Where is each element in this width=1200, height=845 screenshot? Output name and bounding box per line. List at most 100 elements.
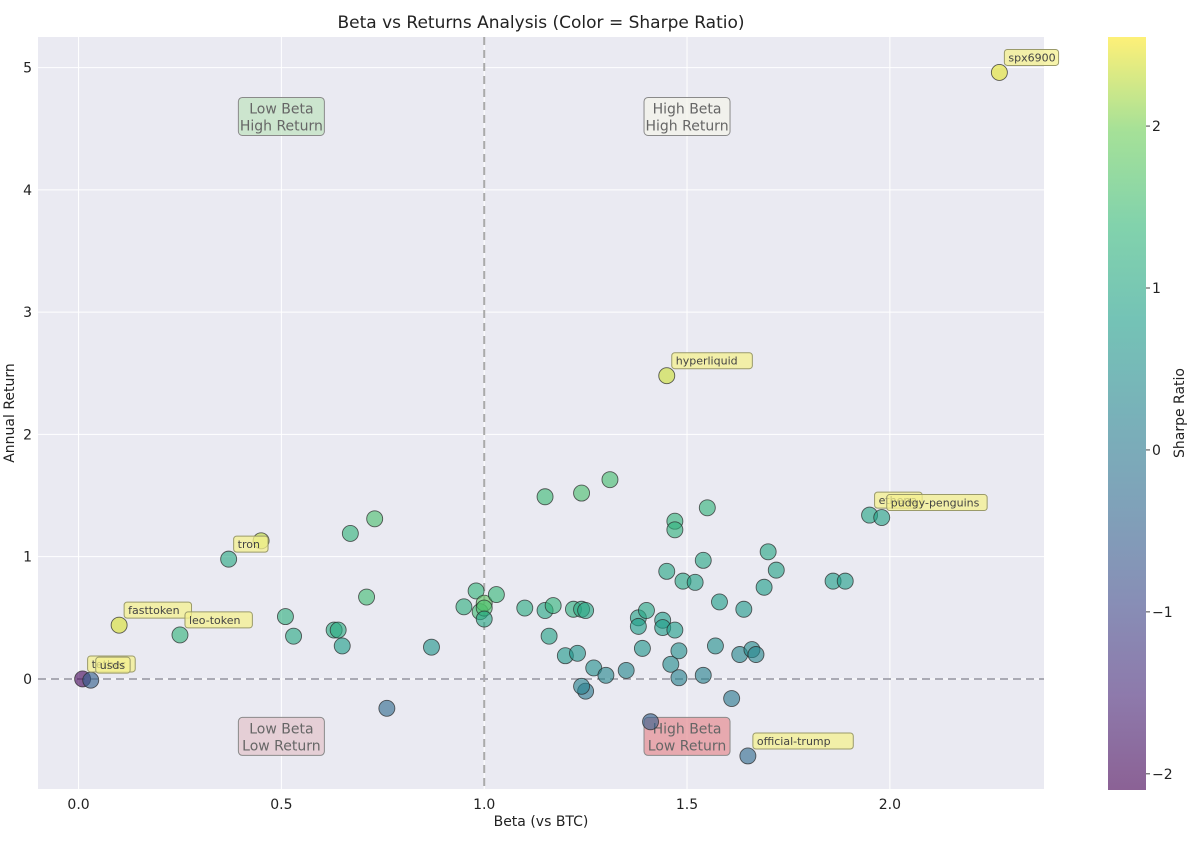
x-tick-label: 2.0 (879, 797, 901, 813)
data-point (662, 655, 680, 673)
data-point (597, 666, 615, 684)
data-point (666, 621, 684, 639)
data-point (694, 666, 712, 684)
annotation-label: hyperliquid (676, 355, 738, 368)
y-tick-label: 5 (23, 61, 32, 77)
data-point (666, 521, 684, 539)
plot-background (38, 37, 1044, 789)
grid-lines (38, 37, 1044, 789)
quadrant-label-box (237, 96, 325, 136)
data-point-hyperliquid (658, 367, 676, 385)
x-tick-label: 0.0 (67, 797, 89, 813)
data-point (617, 661, 635, 679)
quadrant-label-line2: High Return (645, 118, 728, 134)
data-point (423, 638, 440, 656)
data-point (341, 524, 359, 542)
colorbar-gradient (1108, 37, 1146, 790)
colorbar-tick-label: −1 (1152, 605, 1173, 621)
data-point-pudgy-penguins (873, 509, 891, 526)
annotation-label: pudgy-penguins (891, 497, 980, 510)
data-point (629, 617, 647, 635)
data-point (735, 600, 753, 618)
colorbar-tick-label: 0 (1152, 443, 1161, 459)
x-axis-label: Beta (vs BTC) (494, 814, 589, 830)
data-point (723, 690, 741, 707)
colorbar-ticks: −2 −1 0 1 2 (1146, 119, 1173, 783)
data-point-fasttoken (110, 616, 128, 634)
quadrant-label-box (643, 96, 731, 136)
quadrant-label-line1: High Beta (653, 721, 722, 737)
data-point (747, 646, 765, 663)
data-point (366, 510, 384, 528)
data-point (670, 642, 688, 660)
quadrant-label-box (643, 716, 731, 756)
annotation-hyperliquid: hyperliquid (671, 352, 753, 370)
annotation-box (95, 656, 131, 674)
y-axis-ticks: 0 1 2 3 4 5 (23, 61, 32, 688)
annotation-usds: usds (95, 656, 131, 674)
data-point (698, 499, 716, 517)
data-point (767, 561, 785, 579)
data-point (467, 582, 485, 600)
annotation-leo-token: leo-token (184, 611, 253, 629)
annotation-box (184, 611, 253, 629)
data-point (573, 677, 591, 695)
colorbar-tick-label: 1 (1152, 281, 1161, 297)
point-annotations: spx6900hyperliquidethenapudgy-penguinstr… (87, 48, 1060, 750)
data-point (329, 621, 347, 639)
data-point (475, 610, 493, 628)
data-point (487, 586, 505, 604)
data-point (285, 627, 303, 645)
data-point (276, 608, 294, 626)
data-point-usds (82, 671, 100, 689)
data-point (670, 669, 688, 687)
data-point (544, 597, 562, 615)
data-point-spx6900 (990, 64, 1008, 81)
data-point (658, 562, 676, 580)
annotation-box (886, 494, 988, 512)
data-point (569, 644, 586, 662)
annotation-spx6900: spx6900 (1003, 48, 1060, 66)
data-point (577, 602, 595, 619)
x-axis-ticks: 0.0 0.5 1.0 1.5 2.0 (67, 797, 901, 813)
annotation-box (671, 352, 753, 370)
annotation-label: fasttoken (128, 604, 179, 617)
data-point-official-trump (739, 747, 757, 765)
x-tick-label: 1.5 (676, 797, 698, 813)
annotation-official-trump: official-trump (752, 732, 854, 750)
data-point (358, 588, 376, 606)
x-tick-label: 1.0 (473, 797, 495, 813)
quadrant-label-line2: Low Return (648, 738, 726, 754)
data-point (333, 637, 351, 655)
y-tick-label: 1 (23, 550, 32, 566)
annotation-box (123, 601, 193, 619)
data-point (455, 598, 473, 616)
data-point (573, 484, 591, 502)
data-point (540, 627, 558, 645)
annotation-label: spx6900 (1008, 51, 1055, 64)
y-tick-label: 0 (23, 672, 32, 688)
annotation-box (1003, 48, 1060, 66)
y-axis-label: Annual Return (2, 363, 18, 463)
annotation-fasttoken: fasttoken (123, 601, 193, 619)
y-tick-label: 3 (23, 305, 32, 321)
y-tick-label: 2 (23, 427, 32, 443)
annotation-pudgy-penguins: pudgy-penguins (886, 494, 988, 512)
data-point (836, 572, 854, 590)
data-point (706, 637, 724, 655)
quadrant-label-line1: Low Beta (249, 721, 313, 737)
data-point (759, 543, 777, 561)
x-tick-label: 0.5 (270, 797, 292, 813)
quadrant-label-line1: High Beta (653, 101, 722, 117)
colorbar-label: Sharpe Ratio (1172, 368, 1188, 458)
data-point (694, 551, 712, 569)
annotation-label: usds (100, 659, 126, 672)
reference-lines (38, 37, 1044, 789)
quadrant-label-line2: Low Return (242, 738, 320, 754)
data-point (378, 699, 396, 717)
